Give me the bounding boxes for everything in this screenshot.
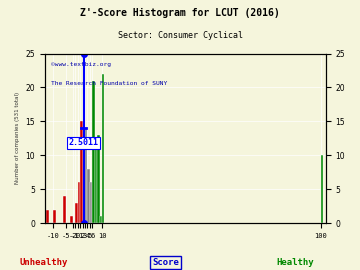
- Text: The Research Foundation of SUNY: The Research Foundation of SUNY: [50, 81, 167, 86]
- Bar: [63, 196, 66, 223]
- Bar: [71, 216, 73, 223]
- Text: Healthy: Healthy: [276, 258, 314, 267]
- Bar: [95, 142, 97, 223]
- Bar: [75, 203, 78, 223]
- Text: Sector: Consumer Cyclical: Sector: Consumer Cyclical: [117, 31, 243, 40]
- Bar: [53, 210, 56, 223]
- Bar: [78, 183, 80, 223]
- Bar: [92, 81, 95, 223]
- Bar: [85, 128, 87, 223]
- Text: Score: Score: [152, 258, 179, 267]
- Bar: [97, 135, 100, 223]
- Bar: [80, 122, 82, 223]
- Bar: [100, 216, 102, 223]
- Bar: [82, 94, 85, 223]
- Bar: [46, 210, 49, 223]
- Bar: [102, 74, 104, 223]
- Bar: [321, 155, 323, 223]
- Text: 2.5011: 2.5011: [69, 138, 99, 147]
- Text: Unhealthy: Unhealthy: [19, 258, 67, 267]
- Text: Z'-Score Histogram for LCUT (2016): Z'-Score Histogram for LCUT (2016): [80, 8, 280, 18]
- Text: ©www.textbiz.org: ©www.textbiz.org: [50, 62, 111, 67]
- Y-axis label: Number of companies (531 total): Number of companies (531 total): [15, 92, 20, 184]
- Bar: [87, 169, 90, 223]
- Bar: [90, 183, 92, 223]
